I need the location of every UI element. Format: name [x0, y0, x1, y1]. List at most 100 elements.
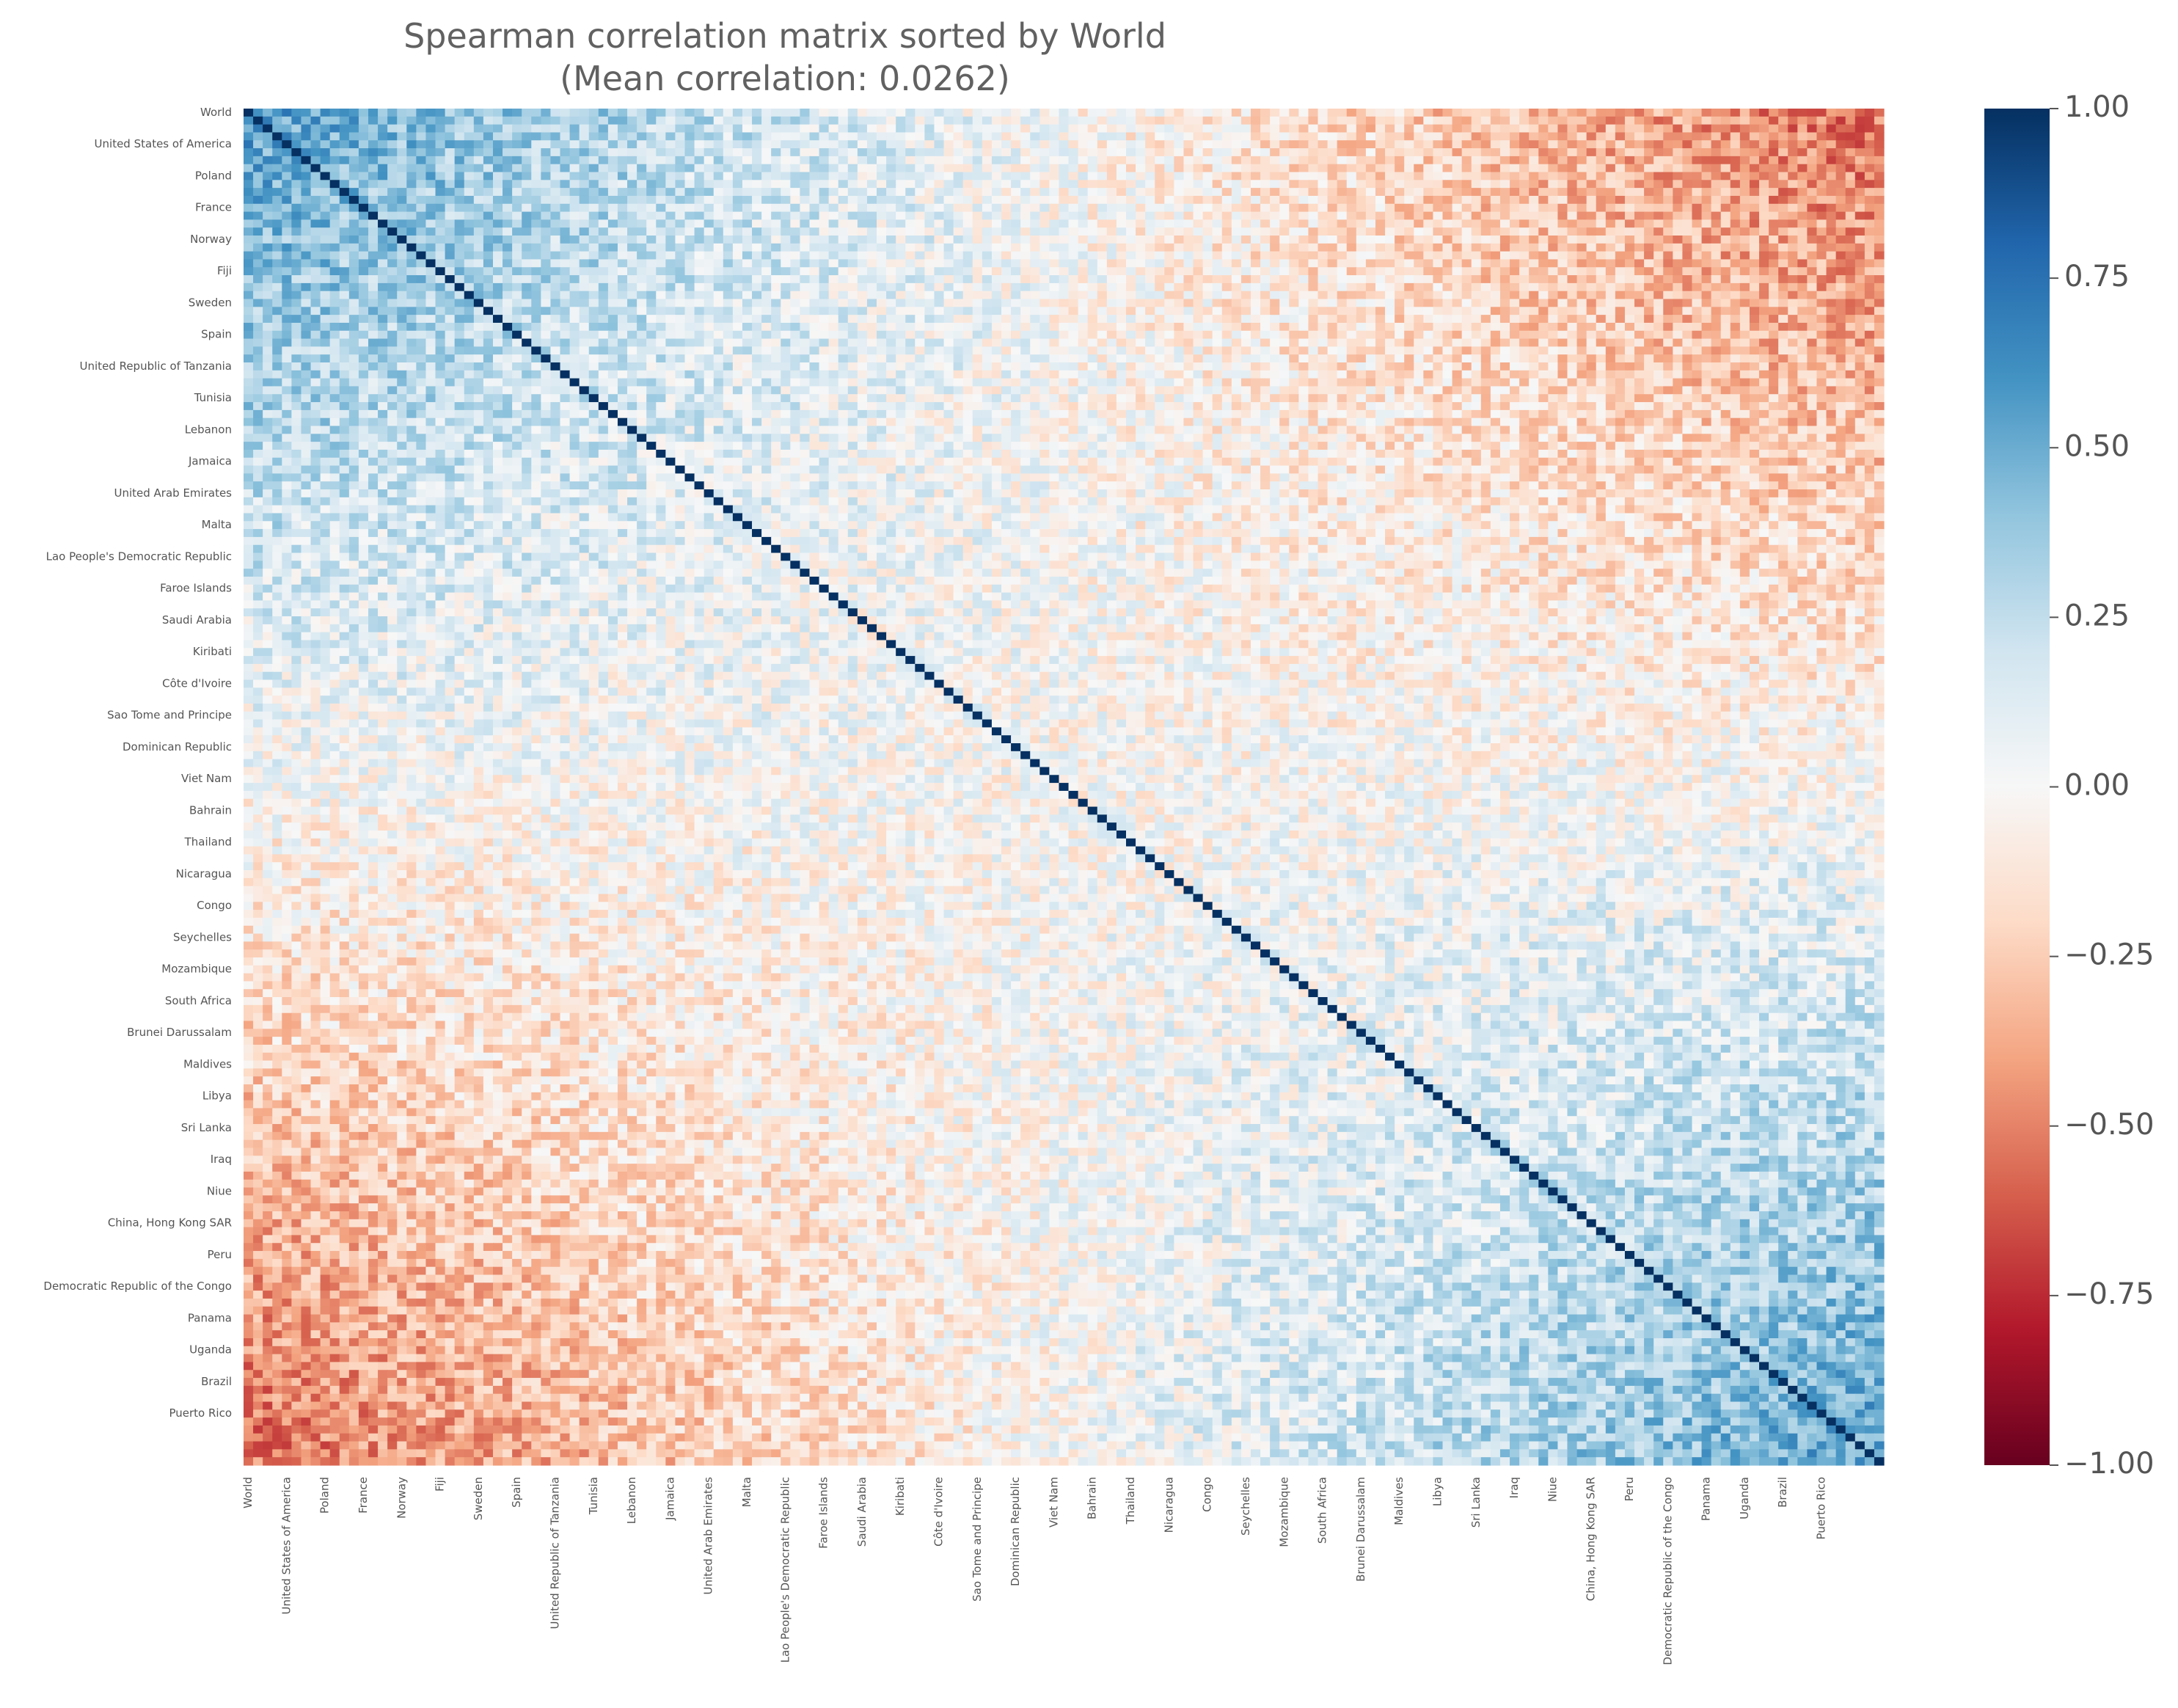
heatmap-cell: [1682, 196, 1692, 204]
heatmap-cell: [905, 307, 916, 315]
heatmap-cell: [944, 267, 954, 275]
heatmap-cell: [704, 307, 715, 315]
heatmap-cell: [301, 212, 311, 220]
heatmap-cell: [1874, 307, 1885, 315]
heatmap-cell: [752, 275, 762, 283]
heatmap-cell: [992, 212, 1002, 220]
heatmap-cell: [695, 204, 705, 212]
heatmap-cell: [704, 117, 715, 125]
heatmap-cell: [1452, 132, 1463, 140]
heatmap-cell: [1213, 236, 1223, 244]
heatmap-cell: [1644, 307, 1654, 315]
heatmap-cell: [1519, 109, 1530, 117]
heatmap-cell: [1347, 117, 1357, 125]
heatmap-cell: [1069, 259, 1079, 267]
heatmap-cell: [1538, 164, 1549, 172]
heatmap-cell: [1069, 331, 1079, 339]
heatmap-cell: [311, 283, 321, 291]
heatmap-cell: [1692, 299, 1702, 307]
heatmap-cell: [1433, 125, 1443, 133]
heatmap-cell: [493, 291, 503, 299]
heatmap-cell: [1865, 299, 1875, 307]
heatmap-cell: [1846, 164, 1856, 172]
heatmap-cell: [1577, 148, 1587, 156]
heatmap-cell: [1366, 212, 1376, 220]
heatmap-cell: [1855, 315, 1865, 323]
heatmap-cell: [1164, 180, 1174, 188]
heatmap-cell: [646, 140, 657, 148]
heatmap-cell: [282, 259, 292, 267]
heatmap-cell: [1557, 196, 1568, 204]
heatmap-cell: [733, 331, 743, 339]
heatmap-cell: [905, 219, 916, 227]
heatmap-cell: [1088, 307, 1098, 315]
heatmap-cell: [867, 283, 877, 291]
heatmap-cell: [1088, 196, 1098, 204]
heatmap-cell: [1538, 148, 1549, 156]
heatmap-cell: [695, 259, 705, 267]
heatmap-cell: [618, 148, 628, 156]
heatmap-cell: [790, 267, 800, 275]
heatmap-cell: [1855, 291, 1865, 299]
heatmap-cell: [483, 267, 494, 275]
heatmap-cell: [1356, 172, 1367, 180]
heatmap-cell: [321, 132, 331, 140]
heatmap-cell: [1030, 252, 1040, 260]
heatmap-cell: [1347, 252, 1357, 260]
heatmap-cell: [1797, 180, 1808, 188]
heatmap-cell: [1529, 164, 1539, 172]
heatmap-cell: [1078, 299, 1089, 307]
heatmap-cell: [829, 227, 839, 236]
heatmap-cell: [1827, 315, 1837, 323]
heatmap-cell: [406, 204, 417, 212]
heatmap-cell: [378, 299, 388, 307]
heatmap-cell: [1510, 299, 1520, 307]
heatmap-cell: [1653, 164, 1664, 172]
heatmap-cell: [445, 275, 456, 283]
heatmap-cell: [646, 212, 657, 220]
heatmap-cell: [1846, 180, 1856, 188]
heatmap-cell: [809, 180, 819, 188]
heatmap-cell: [742, 204, 753, 212]
heatmap-cell: [455, 204, 465, 212]
heatmap-cell: [512, 132, 522, 140]
heatmap-cell: [838, 180, 849, 188]
heatmap-cell: [1750, 291, 1760, 299]
heatmap-cell: [1155, 259, 1165, 267]
heatmap-cell: [474, 164, 484, 172]
heatmap-cell: [1414, 275, 1424, 283]
heatmap-cell: [992, 307, 1002, 315]
heatmap-cell: [425, 291, 436, 299]
heatmap-cell: [1039, 140, 1050, 148]
heatmap-cell: [321, 252, 331, 260]
heatmap-cell: [282, 244, 292, 252]
heatmap-cell: [1155, 140, 1165, 148]
heatmap-cell: [819, 180, 830, 188]
heatmap-cell: [436, 275, 446, 283]
heatmap-cell: [387, 117, 398, 125]
heatmap-cell: [493, 219, 503, 227]
heatmap-cell: [599, 283, 609, 291]
heatmap-cell: [483, 315, 494, 323]
heatmap-cell: [877, 125, 887, 133]
heatmap-cell: [1596, 259, 1607, 267]
heatmap-cell: [474, 117, 484, 125]
heatmap-cell: [829, 275, 839, 283]
heatmap-cell: [771, 227, 781, 236]
heatmap-cell: [1039, 219, 1050, 227]
heatmap-cell: [1865, 212, 1875, 220]
heatmap-cell: [1567, 275, 1577, 283]
heatmap-cell: [1615, 259, 1626, 267]
heatmap-cell: [665, 148, 676, 156]
heatmap-cell: [771, 307, 781, 315]
heatmap-cell: [1615, 291, 1626, 299]
heatmap-cell: [1472, 236, 1482, 244]
heatmap-cell: [1117, 204, 1127, 212]
heatmap-cell: [1126, 307, 1136, 315]
heatmap-cell: [1117, 212, 1127, 220]
heatmap-cell: [483, 180, 494, 188]
heatmap-cell: [474, 291, 484, 299]
heatmap-cell: [1462, 212, 1472, 220]
heatmap-cell: [646, 204, 657, 212]
heatmap-cell: [723, 164, 734, 172]
